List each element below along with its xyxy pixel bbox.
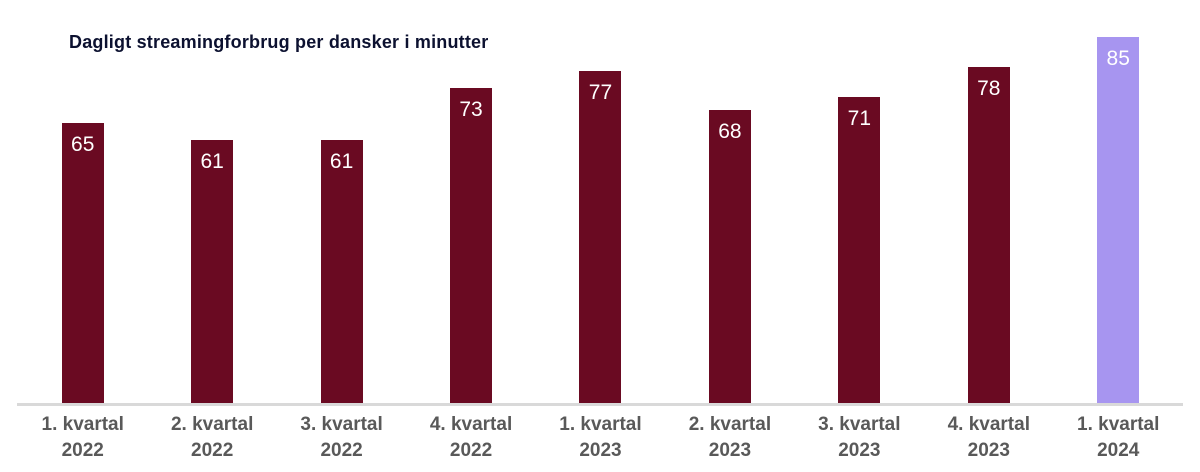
bar-column: 65 1. kvartal 2022 xyxy=(18,0,147,461)
tick-label-quarter: 3. kvartal xyxy=(300,414,383,435)
tick-label-year: 2022 xyxy=(61,440,104,461)
tick-label-quarter: 4. kvartal xyxy=(947,414,1030,435)
bar: 71 xyxy=(838,97,881,403)
bar: 73 xyxy=(450,88,493,403)
bar-value-label: 78 xyxy=(977,76,1001,100)
x-axis-line xyxy=(17,403,1183,406)
tick-label-year: 2022 xyxy=(191,440,234,461)
tick-label-quarter: 1. kvartal xyxy=(41,414,124,435)
tick-label-year: 2022 xyxy=(449,440,493,461)
tick-label-year: 2023 xyxy=(967,440,1010,461)
tick-label-quarter: 4. kvartal xyxy=(429,414,513,435)
x-axis-tick-label: 1. kvartal 2024 xyxy=(1043,412,1193,464)
bar-value-label: 85 xyxy=(1106,46,1130,70)
bar-column: 61 2. kvartal 2022 xyxy=(147,0,276,461)
bar-value-label: 77 xyxy=(588,81,613,105)
bar-column: 68 2. kvartal 2023 xyxy=(665,0,794,461)
bar: 85 xyxy=(1097,36,1140,403)
bar: 68 xyxy=(708,109,751,403)
x-axis-tick-label: 1. kvartal 2022 xyxy=(8,412,158,464)
tick-label-year: 2023 xyxy=(579,440,622,461)
x-axis-tick-label: 2. kvartal 2022 xyxy=(137,412,287,464)
x-axis-tick-label: 3. kvartal 2023 xyxy=(784,412,934,464)
bar-value-label: 71 xyxy=(847,107,872,130)
x-axis-tick-label: 1. kvartal 2023 xyxy=(525,412,675,464)
bar: 65 xyxy=(61,122,104,403)
x-axis-tick-label: 4. kvartal 2022 xyxy=(396,412,546,464)
tick-label-quarter: 3. kvartal xyxy=(818,414,901,435)
bar-value-label: 68 xyxy=(718,119,742,143)
bar-value-label: 65 xyxy=(71,132,95,156)
bar-column: 77 1. kvartal 2023 xyxy=(536,0,665,461)
bar-column: 61 3. kvartal 2022 xyxy=(277,0,406,461)
bar-value-label: 73 xyxy=(459,98,483,122)
bar: 61 xyxy=(191,140,234,403)
bar-column: 78 4. kvartal 2023 xyxy=(924,0,1053,461)
tick-label-quarter: 2. kvartal xyxy=(688,414,772,435)
tick-label-year: 2023 xyxy=(838,440,881,461)
plot-area: 65 1. kvartal 2022 61 2. kvartal 2022 61… xyxy=(18,0,1183,461)
bar: 61 xyxy=(320,140,363,403)
bar-column: 85 1. kvartal 2024 xyxy=(1054,0,1183,461)
bar-column: 73 4. kvartal 2022 xyxy=(406,0,535,461)
tick-label-year: 2024 xyxy=(1097,440,1140,461)
x-axis-tick-label: 4. kvartal 2023 xyxy=(914,412,1064,464)
tick-label-year: 2022 xyxy=(320,440,363,461)
tick-label-quarter: 1. kvartal xyxy=(559,414,642,435)
tick-label-quarter: 2. kvartal xyxy=(170,414,254,435)
chart-title: Dagligt streamingforbrug per dansker i m… xyxy=(69,32,489,52)
bar-value-label: 61 xyxy=(329,150,354,174)
bar: 78 xyxy=(967,66,1010,403)
x-axis-tick-label: 2. kvartal 2023 xyxy=(655,412,805,464)
tick-label-quarter: 1. kvartal xyxy=(1077,414,1160,435)
bar: 77 xyxy=(579,71,622,403)
bar-value-label: 61 xyxy=(200,150,224,174)
bar-column: 71 3. kvartal 2023 xyxy=(795,0,924,461)
tick-label-year: 2023 xyxy=(708,440,752,461)
x-axis-tick-label: 3. kvartal 2022 xyxy=(267,412,417,464)
